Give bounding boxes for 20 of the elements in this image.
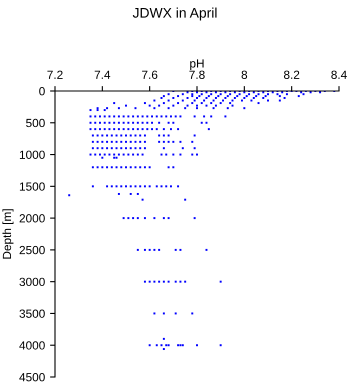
y-tick-label: 0 [39,87,45,96]
x-tick-label: 8.4 [331,70,347,79]
x-tick-label: 7.6 [142,70,158,79]
y-tick-label: 2000 [20,214,45,223]
y-tick-label: 4000 [19,341,45,350]
y-tick-label: 500 [26,118,45,128]
x-tick-label: 8 [242,70,248,79]
x-tick-label: 7.2 [47,70,63,79]
x-tick-label: 7.8 [189,70,205,79]
x-tick-label: 7.4 [94,70,110,79]
y-tick-label: 4500 [19,373,45,382]
y-tick-label: 1000 [20,150,45,159]
y-tick-label: 2500 [20,246,45,254]
y-axis-title: Depth [m] [2,209,14,259]
x-tick-label: 8.2 [284,70,300,79]
y-tick-label: 1500 [20,182,45,191]
x-axis-title: pH [190,59,204,70]
chart-title: JDWX in April [132,8,217,20]
y-tick-label: 3500 [19,309,45,318]
y-tick-label: 3000 [19,278,45,286]
